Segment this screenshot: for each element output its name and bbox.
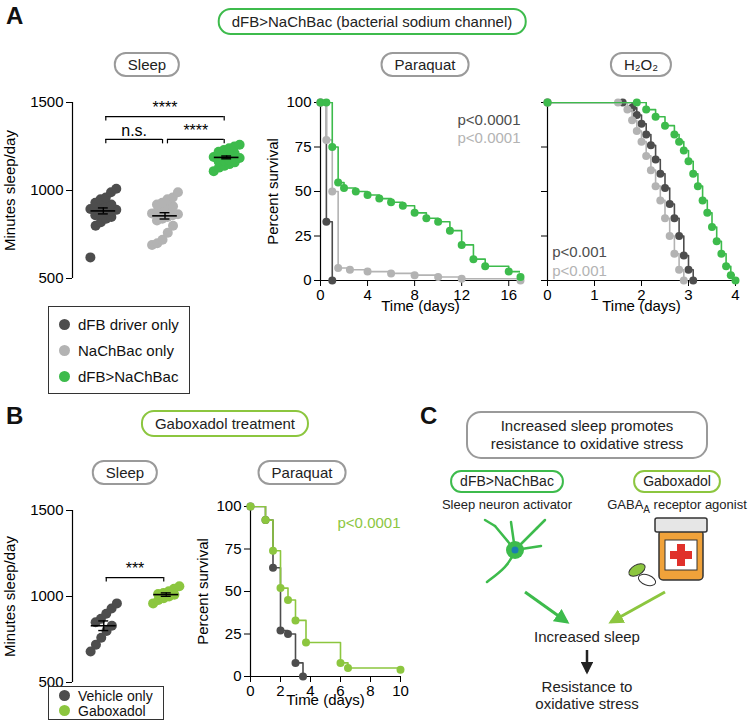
svg-text:100: 100: [216, 497, 241, 514]
svg-text:resistance to oxidative stress: resistance to oxidative stress: [491, 435, 684, 452]
svg-text:1: 1: [590, 286, 598, 303]
svg-text:dFB>NaChBac: dFB>NaChBac: [460, 473, 554, 489]
svg-text:10: 10: [392, 682, 409, 699]
html-text:Paraquat: Paraquat: [394, 56, 456, 73]
svg-text:75: 75: [225, 540, 242, 557]
svg-text:500: 500: [38, 673, 64, 691]
html-text:C: C: [420, 402, 438, 429]
html-text:A: A: [6, 2, 24, 29]
svg-text:p<0.0001: p<0.0001: [338, 514, 401, 531]
svg-text:0: 0: [543, 286, 551, 303]
svg-text:12: 12: [453, 286, 470, 304]
svg-text:****: ****: [183, 122, 208, 139]
svg-text:500: 500: [38, 269, 63, 286]
svg-text:GABAA receptor agonist: GABAA receptor agonist: [607, 497, 747, 515]
svg-text:Time (days): Time (days): [602, 297, 681, 314]
svg-text:4: 4: [731, 286, 739, 303]
svg-text:p<0.0001: p<0.0001: [458, 111, 521, 128]
svg-text:oxidative stress: oxidative stress: [535, 695, 638, 712]
svg-text:100: 100: [286, 93, 311, 110]
svg-text:1000: 1000: [30, 181, 63, 198]
svg-text:2: 2: [637, 286, 646, 304]
svg-text:Time (days): Time (days): [381, 297, 460, 314]
html-text:dFB>NaChBac (bacterial sodium: dFB>NaChBac (bacterial sodium channel): [231, 13, 513, 30]
html-text:dFB>NaChBac: dFB>NaChBac: [78, 367, 179, 385]
svg-text:0: 0: [316, 286, 324, 303]
html-text:Gaboxadol: Gaboxadol: [78, 702, 146, 719]
svg-text:25: 25: [225, 625, 242, 642]
html-text:Sleep: Sleep: [127, 56, 167, 73]
svg-text:3: 3: [684, 286, 692, 303]
svg-text:1000: 1000: [30, 587, 63, 604]
html-text:NaChBac only: NaChBac only: [78, 341, 174, 359]
svg-text:Increased sleep promotes: Increased sleep promotes: [501, 417, 674, 434]
html-text:B: B: [6, 402, 24, 429]
svg-text:1500: 1500: [30, 501, 63, 518]
svg-text:75: 75: [295, 138, 312, 155]
svg-text:Percent survival: Percent survival: [264, 138, 281, 245]
svg-text:Percent survival: Percent survival: [194, 538, 211, 645]
svg-text:Resistance to: Resistance to: [542, 678, 633, 695]
svg-text:8: 8: [366, 682, 374, 699]
html-text:dFB driver only: dFB driver only: [78, 315, 179, 333]
svg-text:0: 0: [233, 667, 241, 684]
svg-text:Sleep neuron activator: Sleep neuron activator: [442, 497, 573, 512]
svg-text:Gaboxadol: Gaboxadol: [643, 473, 711, 489]
svg-text:4: 4: [363, 286, 371, 303]
svg-text:****: ****: [153, 99, 178, 116]
svg-text:0: 0: [303, 271, 311, 288]
svg-text:2: 2: [276, 682, 284, 699]
svg-text:***: ***: [126, 560, 145, 577]
html-text:H₂O₂: H₂O₂: [623, 56, 659, 73]
html-text:Gaboxadol treatment: Gaboxadol treatment: [155, 415, 295, 432]
html-text:Vehicle only: Vehicle only: [78, 687, 153, 704]
svg-text:Increased sleep: Increased sleep: [534, 628, 640, 645]
svg-text:25: 25: [295, 227, 312, 244]
svg-text:p<0.0001: p<0.0001: [458, 129, 521, 146]
svg-text:p<0.001: p<0.001: [552, 262, 607, 279]
svg-text:Minutes sleep/day: Minutes sleep/day: [1, 536, 18, 657]
svg-text:50: 50: [295, 182, 312, 199]
html-text:Paraquat: Paraquat: [271, 464, 333, 481]
svg-text:0: 0: [246, 682, 254, 699]
svg-text:8: 8: [410, 286, 419, 304]
svg-text:n.s.: n.s.: [121, 122, 147, 139]
svg-text:16: 16: [500, 286, 517, 303]
svg-text:Minutes sleep/day: Minutes sleep/day: [1, 130, 18, 251]
svg-text:Time (days): Time (days): [286, 691, 365, 708]
svg-text:50: 50: [225, 582, 242, 599]
html-text:Sleep: Sleep: [105, 464, 145, 481]
svg-text:1500: 1500: [30, 93, 63, 110]
svg-text:p<0.001: p<0.001: [552, 243, 607, 260]
